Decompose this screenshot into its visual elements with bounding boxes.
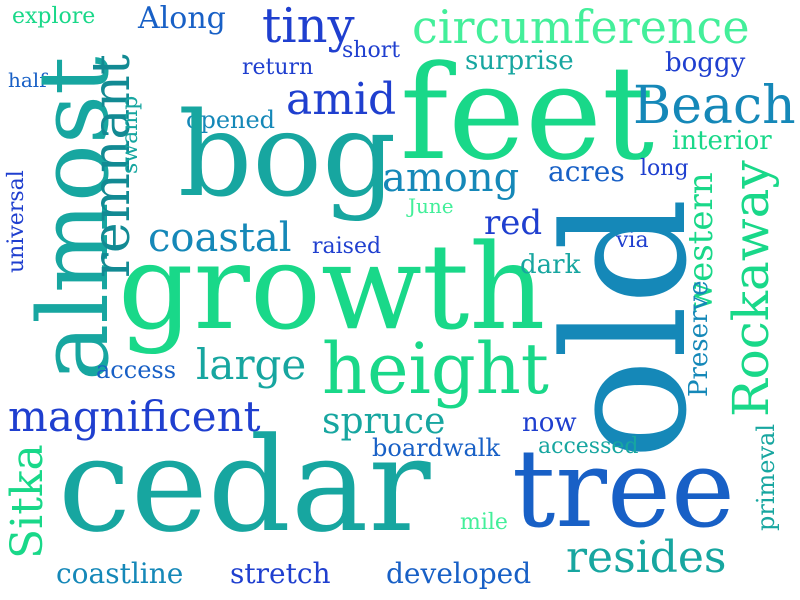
word-boardwalk: boardwalk [372,434,501,462]
word-amid: amid [286,74,397,125]
word-access: access [96,356,177,384]
word-spruce: spruce [322,401,446,442]
word-tiny: tiny [262,0,355,54]
word-june: June [408,194,454,218]
word-boggy: boggy [665,48,746,78]
word-sitka: Sitka [2,444,53,559]
word-along: Along [138,1,226,36]
word-raised: raised [312,234,382,259]
word-mile: mile [460,510,508,535]
word-red: red [484,203,543,243]
word-accessed: accessed [538,434,639,459]
word-half: half [8,68,47,92]
word-beach: Beach [633,76,796,136]
word-explore: explore [12,4,96,29]
word-return: return [242,55,314,80]
word-bog: bog [178,88,397,223]
word-cedar: cedar [58,409,431,561]
word-stretch: stretch [230,557,331,590]
word-now: now [522,408,577,438]
word-short: short [342,38,401,63]
word-primeval: primeval [752,423,780,531]
word-interior: interior [672,126,772,156]
word-developed: developed [386,557,532,590]
word-growth: growth [118,218,546,356]
word-tree: tree [512,427,735,552]
word-acres: acres [548,155,625,188]
word-magnificent: magnificent [8,392,261,441]
word-height: height [322,328,549,410]
word-swamp: swamp [118,95,143,174]
word-resides: resides [566,532,727,583]
word-rockaway: Rockaway [722,160,780,417]
word-dark: dark [520,250,581,280]
word-opened: opened [186,106,276,134]
word-long: long [640,156,689,181]
word-coastal: coastal [148,215,292,261]
word-coastline: coastline [56,557,184,590]
word-large: large [196,340,307,389]
word-universal: universal [4,170,29,273]
word-among: among [382,155,520,201]
word-surprise: surprise [465,46,574,76]
word-preserve: Preserve [684,280,714,397]
word-circumference: circumference [412,0,750,54]
word-via: via [616,228,649,253]
word-feet: feet [400,37,655,189]
